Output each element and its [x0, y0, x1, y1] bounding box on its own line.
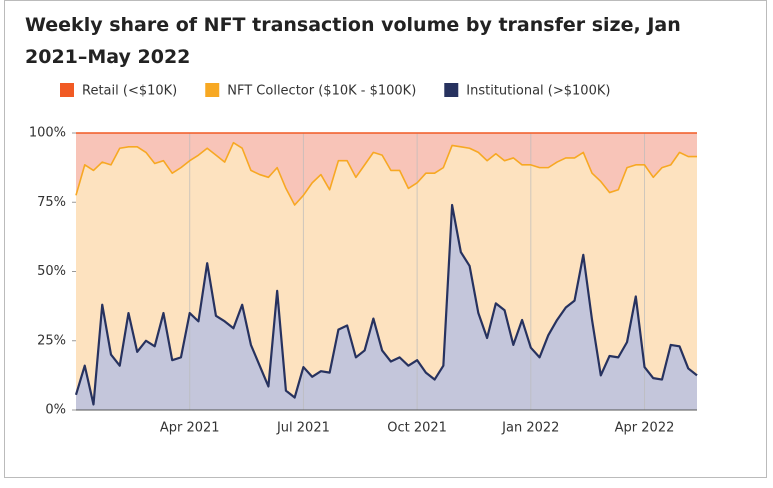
- area: [76, 142, 697, 405]
- area: [76, 205, 697, 410]
- x-tick-label: Apr 2022: [615, 421, 675, 436]
- legend-swatch: [205, 83, 220, 97]
- y-tick-label: 25%: [37, 333, 66, 348]
- legend-swatch: [60, 83, 74, 97]
- line: [75, 141, 697, 206]
- chart-title: Weekly share of NFT transaction volume b…: [25, 14, 681, 68]
- card: Weekly share of NFT transaction volume b…: [4, 0, 767, 478]
- x-tick-label: Jul 2021: [276, 421, 330, 436]
- legend-label: Institutional (>$100K): [466, 84, 610, 99]
- y-tick-label: 75%: [37, 195, 66, 210]
- x-tick-label: Apr 2021: [160, 421, 220, 436]
- y-tick-label: 100%: [29, 126, 66, 141]
- area: [76, 133, 697, 206]
- y-tick-label: 0%: [45, 403, 66, 418]
- y-tick-label: 50%: [37, 264, 66, 279]
- legend-label: NFT Collector ($10K - $100K): [227, 84, 416, 99]
- legend-swatch: [444, 83, 459, 97]
- x-tick-label: Oct 2021: [387, 421, 447, 436]
- x-tick-label: Jan 2022: [501, 421, 559, 436]
- legend-label: Retail (<$10K): [82, 84, 177, 99]
- line: [74, 203, 698, 406]
